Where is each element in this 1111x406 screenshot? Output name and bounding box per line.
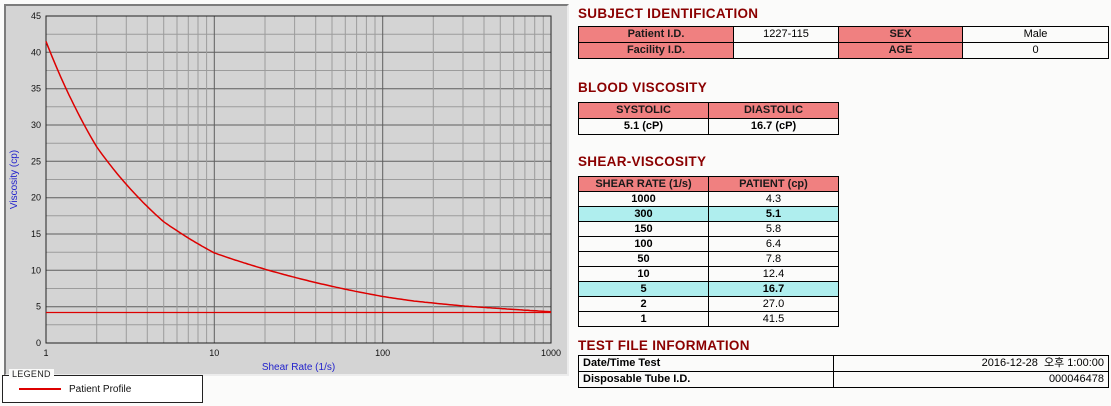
shear-row: 100 6.4 [578, 236, 839, 252]
shear-rate-cell: 100 [578, 236, 709, 252]
section-title-blood-viscosity: BLOOD VISCOSITY [578, 80, 708, 95]
shear-row: 2 27.0 [578, 296, 839, 312]
table-row: Disposable Tube I.D. 000046478 [578, 371, 1109, 388]
disposable-tube-id-label: Disposable Tube I.D. [578, 371, 834, 388]
patient-cp-cell: 16.7 [708, 281, 839, 297]
table-row: Facility I.D. AGE 0 [578, 42, 1109, 59]
svg-text:20: 20 [31, 193, 41, 203]
legend-box: LEGEND Patient Profile [2, 369, 203, 403]
svg-text:0: 0 [36, 338, 41, 348]
section-title-subject-identification: SUBJECT IDENTIFICATION [578, 6, 759, 21]
table-row: SHEAR RATE (1/s) PATIENT (cp) [578, 176, 839, 192]
diastolic-header: DIASTOLIC [708, 102, 839, 119]
patient-profile-line-swatch [19, 388, 61, 390]
shear-table-body: 1000 4.3 300 5.1 150 5.8 100 6.4 50 7.8 10 12.4 5 16.… [578, 191, 839, 327]
table-row: 5.1 (cP) 16.7 (cP) [578, 118, 839, 135]
shear-row: 150 5.8 [578, 221, 839, 237]
shear-rate-cell: 300 [578, 206, 709, 222]
patient-cp-cell: 4.3 [708, 191, 839, 207]
patient-cp-cell: 7.8 [708, 251, 839, 267]
patient-cp-cell: 27.0 [708, 296, 839, 312]
shear-rate-cell: 10 [578, 266, 709, 282]
svg-text:Shear Rate (1/s): Shear Rate (1/s) [262, 362, 335, 373]
shear-row: 1000 4.3 [578, 191, 839, 207]
date-time-test-value: 2016-12-28 오후 1:00:00 [833, 355, 1109, 372]
shear-rate-cell: 150 [578, 221, 709, 237]
svg-text:35: 35 [31, 84, 41, 94]
date-time-test-label: Date/Time Test [578, 355, 834, 372]
section-title-shear-viscosity: SHEAR-VISCOSITY [578, 154, 707, 169]
shear-row: 5 16.7 [578, 281, 839, 297]
svg-text:45: 45 [31, 11, 41, 21]
legend-title: LEGEND [9, 369, 54, 379]
shear-row: 1 41.5 [578, 311, 839, 327]
patient-cp-cell: 6.4 [708, 236, 839, 252]
shear-row: 10 12.4 [578, 266, 839, 282]
svg-text:10: 10 [209, 348, 219, 358]
facility-id-label: Facility I.D. [578, 42, 734, 59]
svg-text:Viscosity (cp): Viscosity (cp) [9, 150, 20, 209]
svg-text:1000: 1000 [541, 348, 561, 358]
facility-id-value [733, 42, 839, 59]
viscosity-chart-panel: 0 5 10 15 20 25 30 35 40 45 1 10 100 1000 Shear Rate (… [4, 4, 569, 376]
age-label: AGE [838, 42, 963, 59]
svg-text:10: 10 [31, 265, 41, 275]
svg-text:40: 40 [31, 47, 41, 57]
shear-row: 300 5.1 [578, 206, 839, 222]
viscosity-chart: 0 5 10 15 20 25 30 35 40 45 1 10 100 1000 Shear Rate (… [6, 6, 567, 374]
table-row: SYSTOLIC DIASTOLIC [578, 102, 839, 119]
disposable-tube-id-value: 000046478 [833, 371, 1109, 388]
shear-rate-cell: 5 [578, 281, 709, 297]
legend-entry-patient-profile: Patient Profile [3, 376, 202, 402]
patient-cp-cell: 5.8 [708, 221, 839, 237]
shear-rate-header: SHEAR RATE (1/s) [578, 176, 709, 192]
legend-entry-label: Patient Profile [69, 383, 132, 395]
section-title-test-file-information: TEST FILE INFORMATION [578, 338, 750, 353]
test-file-information-table: Date/Time Test 2016-12-28 오후 1:00:00 Dis… [578, 355, 1109, 388]
svg-text:25: 25 [31, 156, 41, 166]
shear-rate-cell: 1000 [578, 191, 709, 207]
viscosity-vs-shear-rate-plot: 0 5 10 15 20 25 30 35 40 45 1 10 100 1000 Shear Rate (… [9, 11, 561, 373]
table-row: Patient I.D. 1227-115 SEX Male [578, 26, 1109, 43]
patient-cp-header: PATIENT (cp) [708, 176, 839, 192]
svg-text:1: 1 [43, 348, 48, 358]
age-value: 0 [962, 42, 1109, 59]
svg-text:15: 15 [31, 229, 41, 239]
patient-id-value: 1227-115 [733, 26, 839, 43]
diastolic-value: 16.7 (cP) [708, 118, 839, 135]
patient-cp-cell: 12.4 [708, 266, 839, 282]
subject-identification-table: Patient I.D. 1227-115 SEX Male Facility … [578, 26, 1109, 59]
blood-viscosity-table: SYSTOLIC DIASTOLIC 5.1 (cP) 16.7 (cP) [578, 102, 839, 135]
sex-label: SEX [838, 26, 963, 43]
table-row: Date/Time Test 2016-12-28 오후 1:00:00 [578, 355, 1109, 372]
systolic-header: SYSTOLIC [578, 102, 709, 119]
shear-viscosity-table: SHEAR RATE (1/s) PATIENT (cp) 1000 4.3 300… [578, 176, 839, 327]
shear-rate-cell: 1 [578, 311, 709, 327]
svg-text:5: 5 [36, 302, 41, 312]
shear-rate-cell: 50 [578, 251, 709, 267]
shear-row: 50 7.8 [578, 251, 839, 267]
patient-id-label: Patient I.D. [578, 26, 734, 43]
svg-text:100: 100 [375, 348, 390, 358]
svg-text:30: 30 [31, 120, 41, 130]
patient-cp-cell: 41.5 [708, 311, 839, 327]
sex-value: Male [962, 26, 1109, 43]
systolic-value: 5.1 (cP) [578, 118, 709, 135]
patient-cp-cell: 5.1 [708, 206, 839, 222]
report-panel: SUBJECT IDENTIFICATION Patient I.D. 1227… [578, 0, 1109, 388]
shear-rate-cell: 2 [578, 296, 709, 312]
